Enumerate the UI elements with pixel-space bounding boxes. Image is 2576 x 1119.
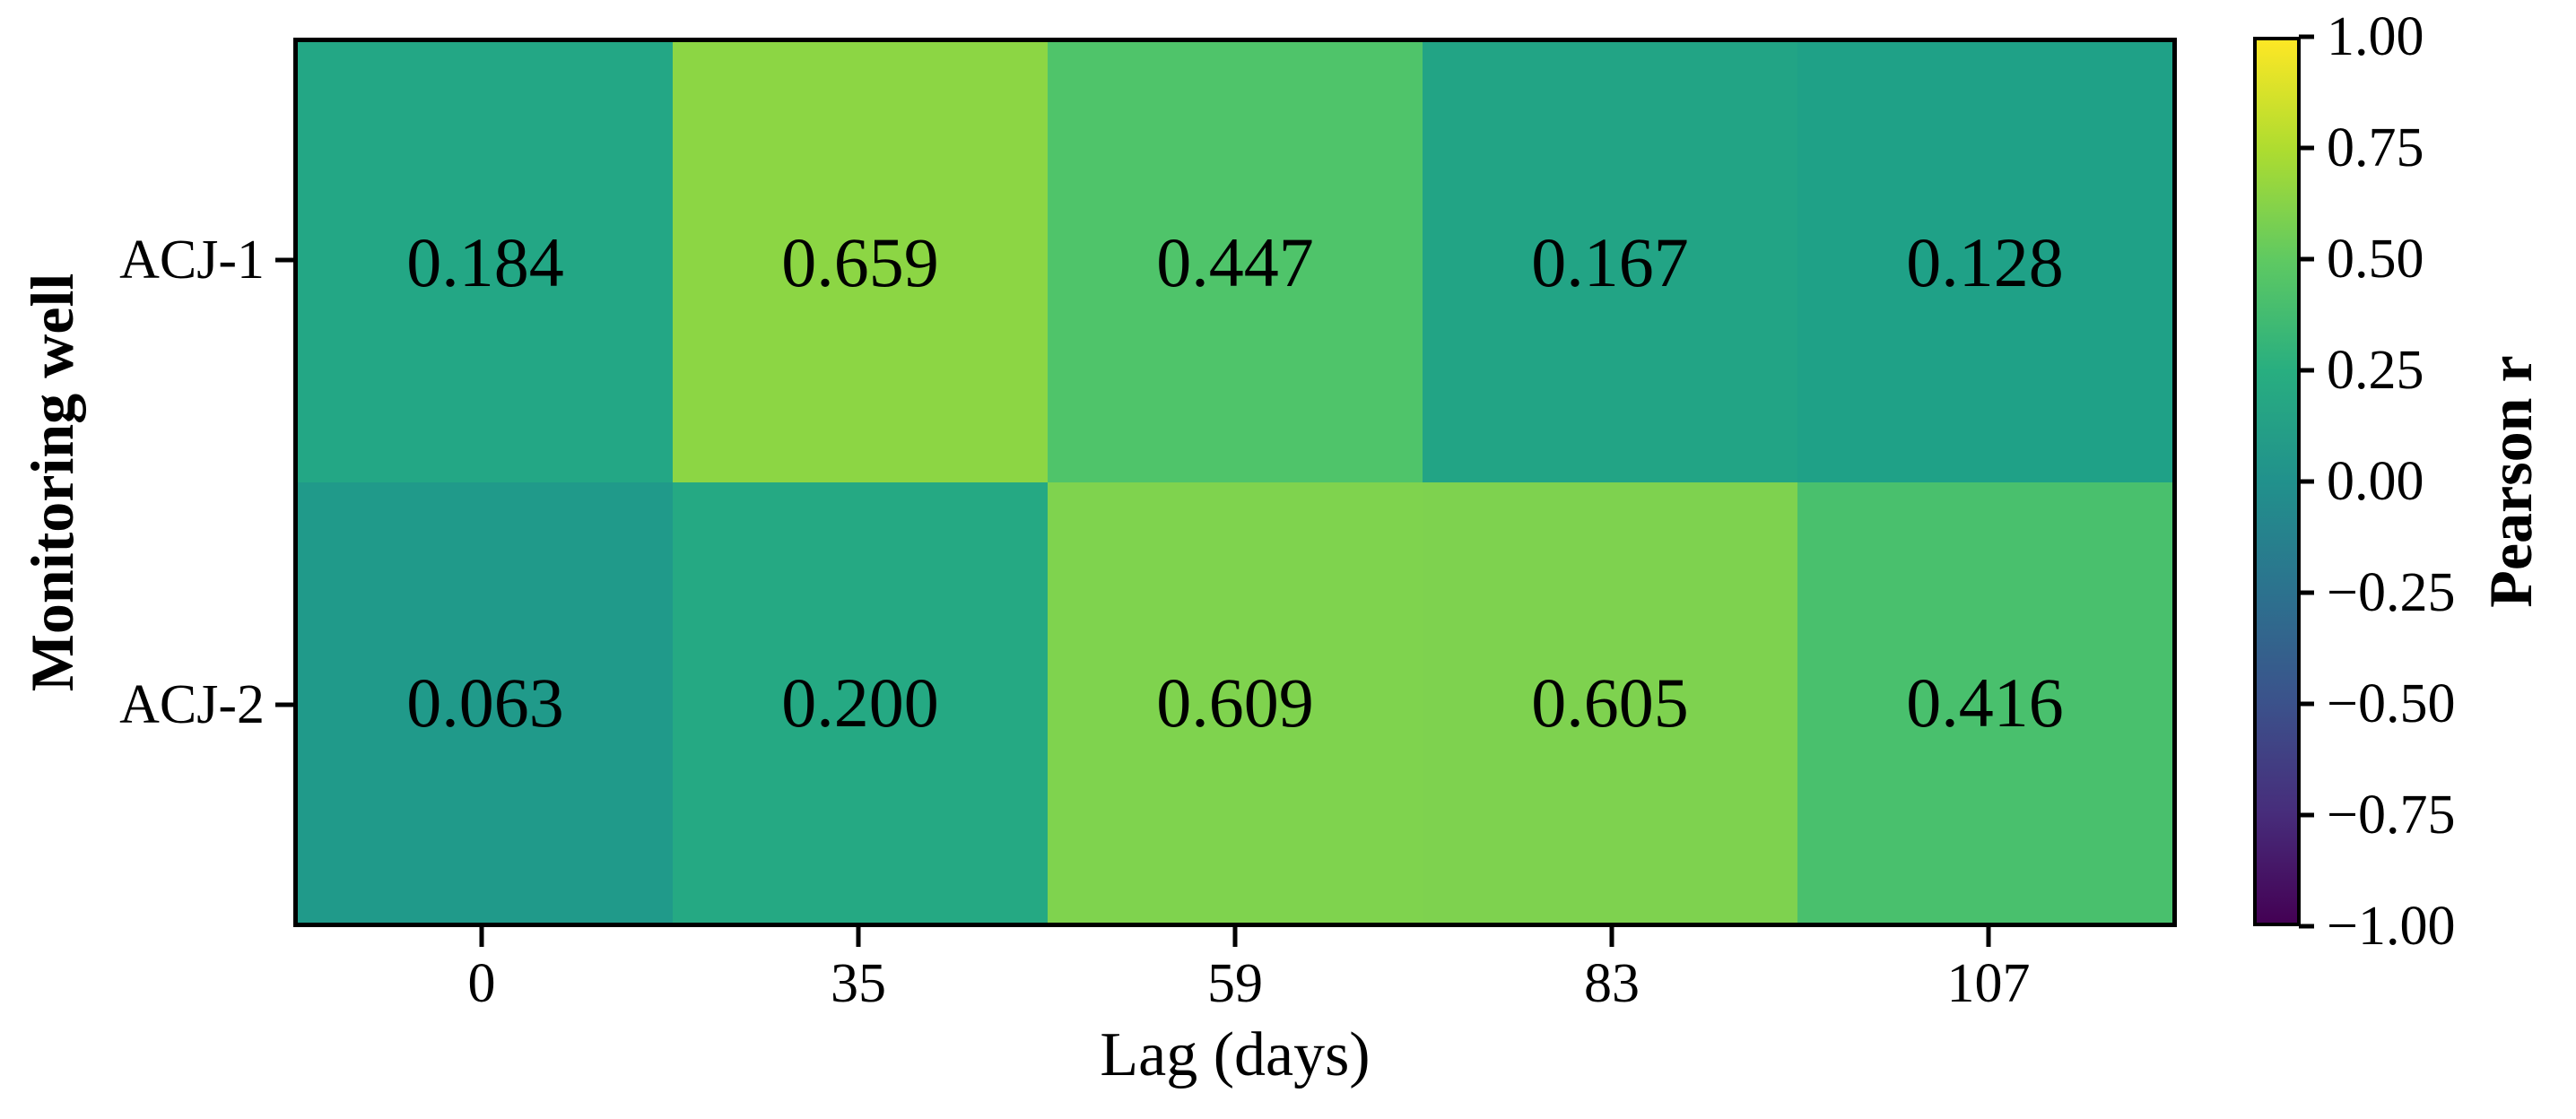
- heatmap-cell: 0.184: [298, 42, 673, 482]
- x-axis-ticks: 0 35 59 83 107: [293, 927, 2177, 1035]
- colorbar-tick-mark: [2299, 368, 2314, 373]
- x-tick-mark: [1609, 927, 1614, 947]
- colorbar-tick-label: 0.00: [2327, 451, 2424, 512]
- colorbar-tick-label: 0.75: [2327, 117, 2424, 178]
- heatmap-cell: 0.200: [673, 482, 1048, 923]
- colorbar-tick-mark: [2299, 479, 2314, 484]
- heatmap-cell: 0.659: [673, 42, 1048, 482]
- colorbar-tick-mark: [2299, 812, 2314, 818]
- colorbar-tick-mark: [2299, 145, 2314, 151]
- heatmap-cell: 0.447: [1048, 42, 1423, 482]
- heatmap-cell: 0.416: [1797, 482, 2172, 923]
- heatmap-cell: 0.063: [298, 482, 673, 923]
- x-tick-mark: [1986, 927, 1991, 947]
- x-axis-title: Lag (days): [1100, 1020, 1371, 1089]
- x-tick-mark: [856, 927, 861, 947]
- y-axis-ticks: ACJ-1 ACJ-2: [0, 38, 293, 927]
- colorbar-tick-mark: [2299, 256, 2314, 262]
- x-tick-label: 59: [1207, 953, 1263, 1014]
- colorbar-tick-label: 0.50: [2327, 229, 2424, 290]
- colorbar-tick-label: 0.25: [2327, 340, 2424, 401]
- y-tick-mark: [275, 257, 293, 263]
- colorbar-tick-label: −1.00: [2327, 896, 2456, 957]
- y-tick-label: ACJ-2: [119, 674, 265, 735]
- heatmap-cell: 0.605: [1423, 482, 1797, 923]
- colorbar-ticks: 1.00 0.75 0.50 0.25 0.00 −0.25 −0.50 −0.75 −1.00: [2299, 9, 2532, 954]
- colorbar-tick-mark: [2299, 590, 2314, 595]
- x-tick-label: 83: [1584, 953, 1640, 1014]
- colorbar-tick-label: −0.50: [2327, 673, 2456, 734]
- colorbar-tick-label: 1.00: [2327, 6, 2424, 67]
- heatmap-cell: 0.167: [1423, 42, 1797, 482]
- x-tick-mark: [1232, 927, 1238, 947]
- colorbar-tick-mark: [2299, 924, 2314, 929]
- heatmap-cell: 0.609: [1048, 482, 1423, 923]
- x-tick-label: 107: [1946, 953, 2031, 1014]
- colorbar-gradient: [2253, 37, 2301, 926]
- colorbar-tick-label: −0.75: [2327, 785, 2456, 846]
- y-tick-mark: [275, 702, 293, 707]
- colorbar-tick-mark: [2299, 34, 2314, 39]
- x-tick-label: 35: [831, 953, 886, 1014]
- heatmap-plot-area: 0.184 0.659 0.447 0.167 0.128 0.063 0.200 0.609…: [293, 38, 2177, 927]
- colorbar-tick-label: −0.25: [2327, 562, 2456, 623]
- x-tick-label: 0: [467, 953, 496, 1014]
- heatmap-cell: 0.128: [1797, 42, 2172, 482]
- y-tick-label: ACJ-1: [119, 230, 265, 291]
- colorbar-tick-mark: [2299, 701, 2314, 707]
- colorbar-title: Pearson r: [2476, 355, 2545, 608]
- x-tick-mark: [479, 927, 484, 947]
- y-axis-title: Monitoring well: [18, 273, 86, 692]
